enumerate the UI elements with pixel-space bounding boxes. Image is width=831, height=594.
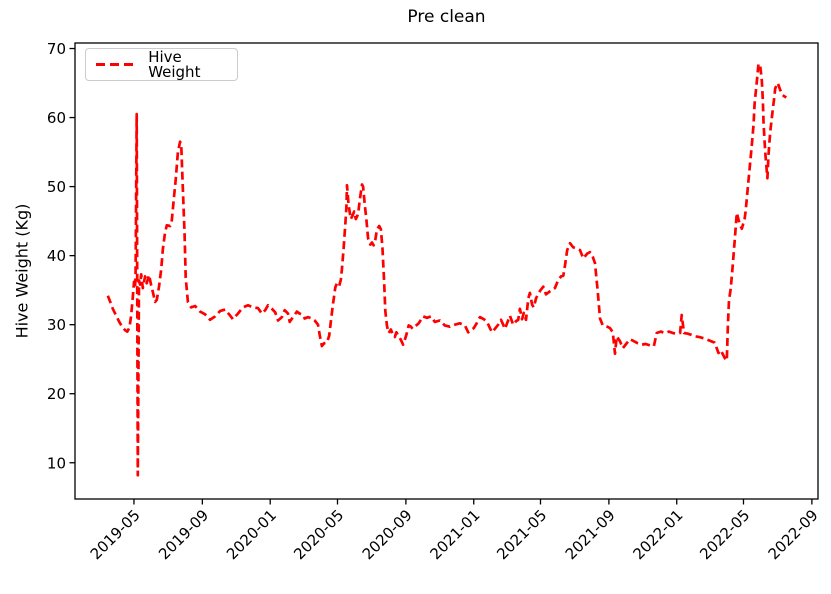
x-tick-label: 2021-05 — [493, 506, 550, 563]
axes-spines — [74, 42, 819, 500]
y-tick-label: 50 — [47, 178, 66, 196]
hive-weight-line — [106, 62, 787, 477]
legend-line-sample — [96, 63, 137, 66]
x-tick-label: 2021-01 — [427, 506, 484, 563]
x-tick-label: 2020-09 — [359, 506, 416, 563]
y-tick-label: 20 — [47, 385, 66, 403]
x-tick-label: 2022-09 — [765, 506, 822, 563]
legend-label: Hive Weight — [148, 47, 201, 81]
x-tick-label: 2021-09 — [562, 506, 619, 563]
y-tick-label: 10 — [47, 454, 66, 472]
y-tick-label: 40 — [47, 247, 66, 265]
y-tick-label: 70 — [47, 40, 66, 58]
x-tick-label: 2019-09 — [155, 506, 212, 563]
x-tick-label: 2022-05 — [696, 506, 753, 563]
x-tick-label: 2020-05 — [290, 506, 347, 563]
x-tick-label: 2022-01 — [630, 506, 687, 563]
legend: Hive Weight — [85, 48, 238, 81]
y-tick-label: 60 — [47, 109, 66, 127]
y-tick-label: 30 — [47, 316, 66, 334]
chart-title: Pre clean — [407, 7, 486, 27]
x-tick-label: 2019-05 — [87, 506, 144, 563]
x-tick-label: 2020-01 — [223, 506, 280, 563]
